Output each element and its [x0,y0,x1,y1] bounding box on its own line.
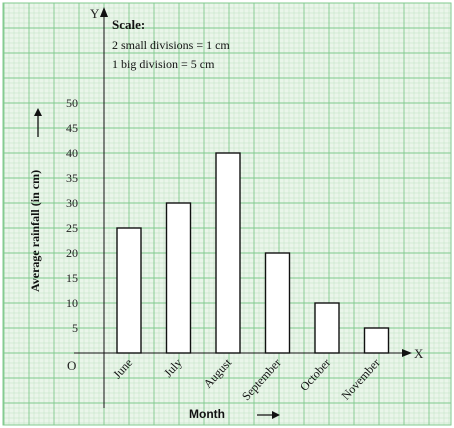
scale-line-1: 2 small divisions = 1 cm [112,38,230,52]
y-tick-label: 20 [66,246,78,260]
y-tick-label: 25 [66,221,78,235]
scale-line-2: 1 big division = 5 cm [112,57,215,71]
bar [165,202,192,354]
bar [363,327,390,354]
origin-label: O [67,358,76,373]
x-axis-arrowhead-icon [402,349,412,357]
y-axis-letter: Y [90,6,100,21]
y-axis-title-arrow-icon [34,108,42,137]
y-tick-label: 50 [66,96,78,110]
bar [215,152,241,354]
x-axis-title: Month [189,407,225,421]
bar [314,302,340,354]
bar [264,252,291,354]
grid-minor [3,3,451,425]
y-tick-label: 35 [66,171,78,185]
x-axis-title-arrow-icon [257,411,280,419]
y-tick-label: 40 [66,146,78,160]
y-axis-title: Average rainfall (in cm) [28,170,42,292]
x-title-arrow-head [272,411,280,419]
y-tick-label: 30 [66,196,78,210]
x-axis-letter: X [414,346,424,361]
scale-heading: Scale: [112,17,145,32]
y-tick-label: 45 [66,121,78,135]
y-axis-arrowhead-icon [100,7,108,17]
y-tick-labels: 5 10 15 20 25 30 35 40 45 50 [66,96,78,335]
y-tick-label: 15 [66,271,78,285]
bars [116,152,390,354]
y-title-arrow-head [34,108,42,116]
y-tick-label: 10 [66,296,78,310]
bar [116,227,142,354]
y-tick-label: 5 [72,321,78,335]
